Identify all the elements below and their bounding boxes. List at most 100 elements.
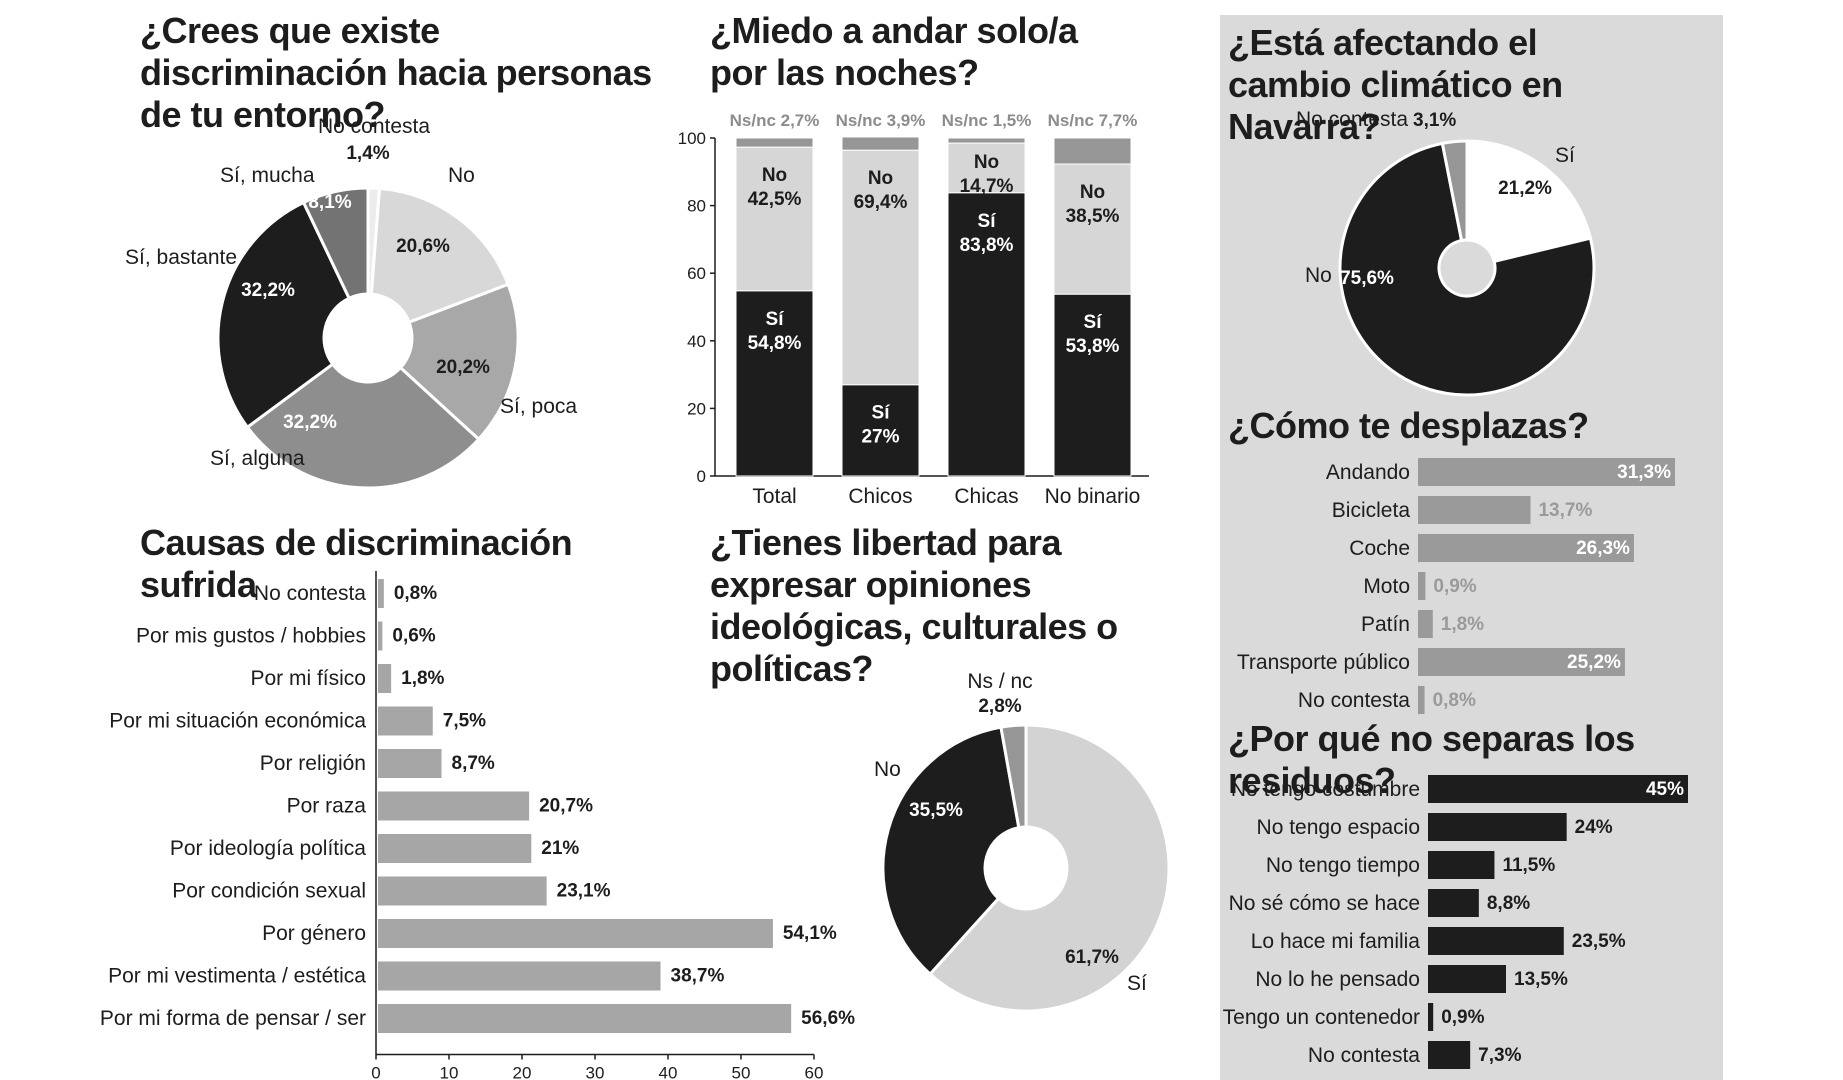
miedo-bar-value-3-1: 38,5%: [1066, 206, 1120, 227]
causas-bar-7: [378, 876, 547, 906]
pie-value-clima-2: 3,1%: [1413, 110, 1456, 131]
causas-value-9: 38,7%: [671, 966, 725, 987]
causas-category-6: Por ideología política: [170, 837, 366, 860]
desplazas-bar-3: [1418, 572, 1426, 600]
causas-bar-2: [378, 664, 392, 693]
miedo-bar-value-2-0: 83,8%: [960, 235, 1014, 256]
desplazas-bar-0: [1418, 458, 1675, 486]
residuos-bar-4: [1428, 927, 1564, 955]
miedo-bar-name-0-0: Sí: [766, 309, 785, 330]
causas-value-1: 0,6%: [392, 626, 435, 647]
miedo-bar-name-1-1: No: [868, 168, 893, 189]
pie-value-discriminacion-5: 8,1%: [308, 192, 351, 213]
pie-slice-discriminacion-1: [369, 186, 511, 325]
miedo-bar-3-1: [1053, 163, 1132, 295]
pie-label-libertad-0: Sí: [1127, 972, 1147, 995]
desplazas-bar-2: [1418, 534, 1634, 562]
residuos-category-3: No sé cómo se hace: [1229, 892, 1420, 915]
miedo-bar-name-2-0: Sí: [978, 211, 997, 232]
causas-xtick-label-2: 20: [513, 1064, 532, 1080]
miedo-ytick-label-3: 60: [687, 264, 706, 283]
residuos-category-6: Tengo un contenedor: [1223, 1006, 1420, 1029]
pie-label-libertad-2: Ns / nc: [967, 670, 1032, 693]
causas-value-8: 54,1%: [783, 923, 837, 944]
causas-category-8: Por género: [262, 922, 366, 945]
miedo-bar-1-1: [841, 149, 920, 386]
causas-category-1: Por mis gustos / hobbies: [136, 625, 366, 648]
pie-value-discriminacion-4: 32,2%: [241, 280, 295, 301]
causas-value-5: 20,7%: [539, 796, 593, 817]
miedo-ytick-label-5: 100: [678, 129, 706, 148]
miedo-bar-name-3-0: Sí: [1084, 312, 1103, 333]
miedo-nsnc-label-1: Ns/nc 3,9%: [836, 111, 926, 130]
pie-label-discriminacion-3: Sí, alguna: [210, 447, 305, 470]
residuos-category-2: No tengo tiempo: [1266, 854, 1420, 877]
miedo-bar-value-1-0: 27%: [861, 427, 899, 448]
pie-label-discriminacion-4: Sí, bastante: [125, 246, 237, 269]
causas-value-0: 0,8%: [394, 583, 437, 604]
causas-value-4: 8,7%: [452, 753, 495, 774]
pie-label-clima-1: No: [1305, 264, 1332, 287]
desplazas-category-4: Patín: [1361, 613, 1410, 636]
residuos-bar-2: [1428, 851, 1495, 879]
pie-value-discriminacion-1: 20,6%: [396, 236, 450, 257]
desplazas-value-4: 1,8%: [1441, 614, 1484, 635]
pie-value-discriminacion-0: 1,4%: [346, 143, 389, 164]
causas-value-2: 1,8%: [401, 668, 444, 689]
pie-slice-discriminacion-3: [245, 362, 481, 490]
miedo-bar-1-0: [841, 384, 920, 477]
causas-bar-9: [378, 961, 661, 991]
residuos-value-7: 7,3%: [1478, 1045, 1521, 1066]
residuos-bar-3: [1428, 889, 1479, 917]
causas-bar-3: [378, 706, 433, 736]
desplazas-bar-6: [1418, 686, 1425, 714]
miedo-ytick-label-1: 20: [687, 399, 706, 418]
desplazas-value-5: 25,2%: [1567, 652, 1621, 673]
residuos-bar-1: [1428, 813, 1567, 841]
causas-bar-4: [378, 749, 442, 778]
miedo-bar-0-0: [735, 290, 814, 477]
miedo-bar-value-3-0: 53,8%: [1066, 336, 1120, 357]
title-discriminacion: ¿Crees que existe discriminación hacia p…: [140, 10, 652, 135]
causas-bar-1: [378, 621, 383, 651]
desplazas-value-1: 13,7%: [1538, 500, 1592, 521]
pie-label-clima-2: No contesta: [1296, 108, 1408, 131]
pie-value-libertad-1: 35,5%: [909, 800, 963, 821]
desplazas-category-0: Andando: [1326, 461, 1410, 484]
miedo-bar-3-0: [1053, 293, 1132, 477]
residuos-category-0: No tengo costumbre: [1231, 778, 1420, 801]
residuos-value-2: 11,5%: [1502, 855, 1555, 876]
chart-desplazas: Andando 31,3% Bicicleta 13,7% Coche 26,3% Moto…: [1237, 458, 1675, 714]
pie-slice-clima-1: [1338, 141, 1596, 397]
pie-slice-libertad-2: [999, 723, 1028, 830]
causas-value-7: 23,1%: [557, 881, 611, 902]
desplazas-value-2: 26,3%: [1576, 538, 1630, 559]
title-causas: Causas de discriminación sufrida: [140, 522, 573, 605]
causas-category-2: Por mi físico: [250, 667, 366, 690]
residuos-category-4: Lo hace mi familia: [1251, 930, 1421, 953]
title-miedo: ¿Miedo a andar solo/a por las noches?: [710, 10, 1078, 93]
miedo-nsnc-label-3: Ns/nc 7,7%: [1048, 111, 1138, 130]
miedo-category-2: Chicas: [954, 485, 1018, 508]
pie-label-discriminacion-0: No contesta: [318, 115, 430, 138]
causas-xtick-label-1: 10: [440, 1064, 459, 1080]
causas-value-3: 7,5%: [443, 711, 486, 732]
pie-label-discriminacion-1: No: [448, 164, 475, 187]
causas-value-10: 56,6%: [801, 1008, 855, 1029]
causas-category-0: No contesta: [254, 582, 366, 605]
desplazas-value-0: 31,3%: [1617, 462, 1671, 483]
residuos-bar-6: [1428, 1003, 1434, 1031]
miedo-bar-value-0-1: 42,5%: [748, 189, 802, 210]
causas-category-5: Por raza: [287, 795, 367, 818]
pie-value-discriminacion-2: 20,2%: [436, 357, 490, 378]
pie-label-discriminacion-2: Sí, poca: [500, 395, 577, 418]
miedo-bar-1-2: [841, 136, 920, 151]
causas-xtick-label-0: 0: [371, 1064, 380, 1080]
miedo-bar-value-0-0: 54,8%: [748, 333, 802, 354]
pie-slice-clima-2: [1440, 139, 1469, 243]
pie-value-clima-0: 21,2%: [1498, 178, 1552, 199]
pie-value-clima-1: 75,6%: [1340, 268, 1394, 289]
miedo-bar-2-1: [947, 142, 1026, 194]
pie-slice-discriminacion-5: [301, 186, 370, 301]
desplazas-category-1: Bicicleta: [1332, 499, 1411, 522]
